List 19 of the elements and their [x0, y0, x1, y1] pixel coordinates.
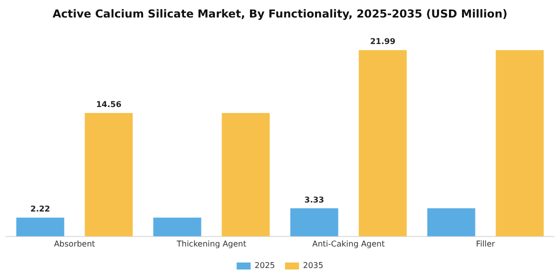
- bar: [84, 113, 133, 236]
- legend-label: 2025: [254, 261, 275, 270]
- bar: [290, 208, 338, 236]
- bar: [222, 113, 270, 236]
- legend-label: 2035: [303, 261, 324, 270]
- x-tick-label: Absorbent: [54, 239, 96, 248]
- x-tick-label: Anti-Caking Agent: [312, 239, 385, 248]
- x-tick-label: Thickening Agent: [176, 239, 246, 248]
- chart-title: Active Calcium Silicate Market, By Functionality, 2025-2035 (USD Million): [52, 7, 508, 20]
- bar: [496, 50, 544, 236]
- bar: [153, 218, 202, 236]
- data-label: 3.33: [304, 195, 324, 204]
- data-label: 21.99: [370, 37, 396, 46]
- data-label: 2.22: [30, 204, 50, 214]
- x-tick-label: Filler: [476, 239, 496, 248]
- bar: [358, 50, 407, 236]
- bar: [16, 218, 64, 236]
- bar: [427, 208, 476, 236]
- data-label: 14.56: [96, 100, 122, 110]
